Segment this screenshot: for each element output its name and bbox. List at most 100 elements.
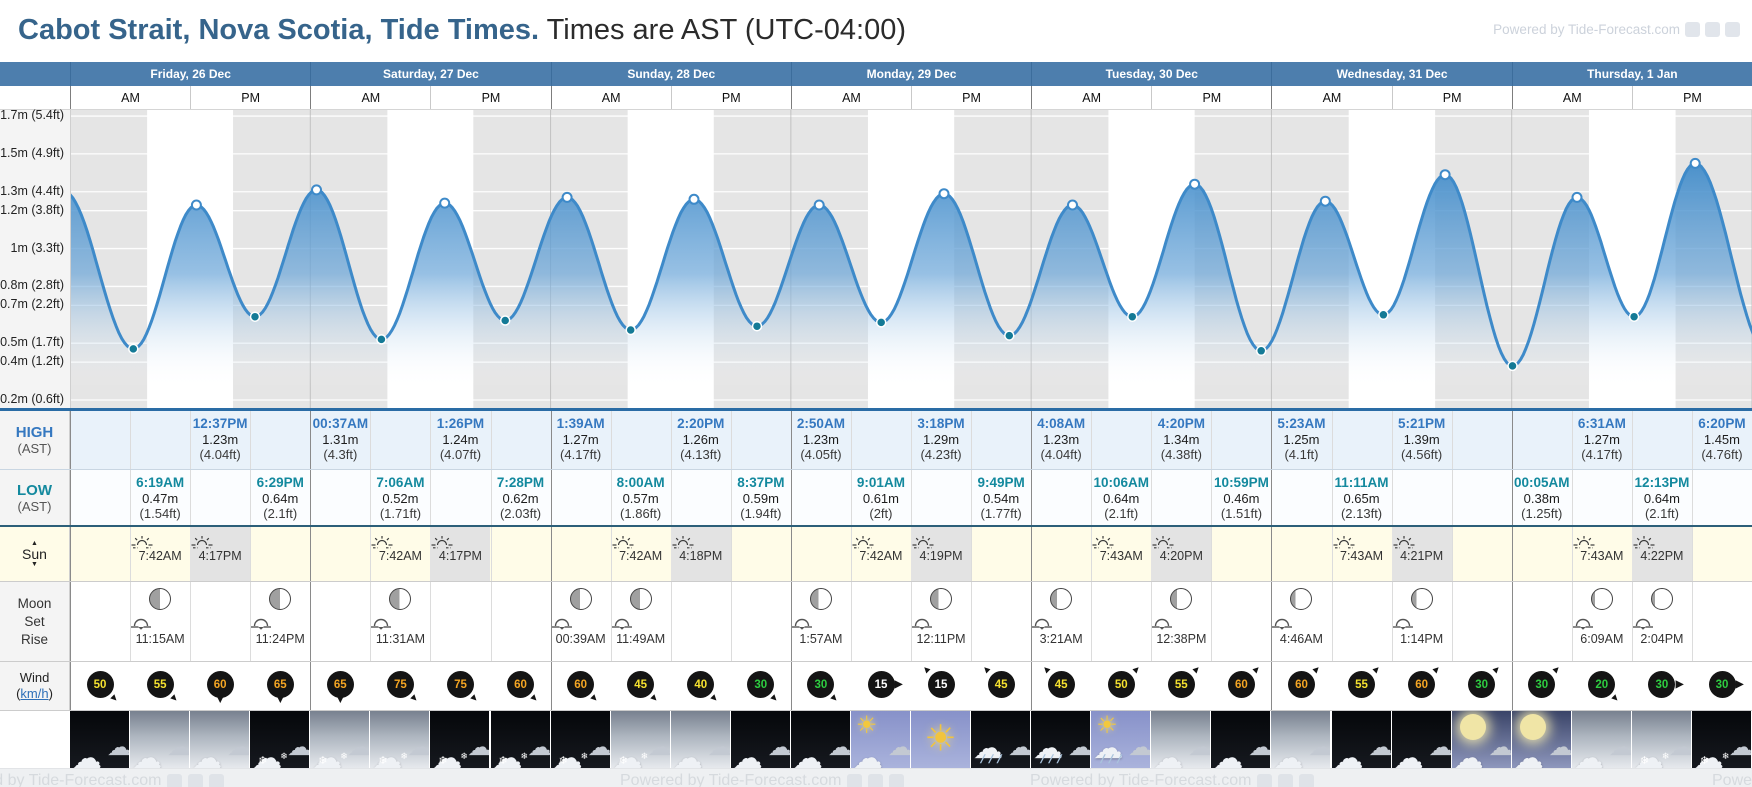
low-tide-cell: 11:11AM 0.65m (2.13ft) <box>1332 470 1392 521</box>
wind-direction-arrow-ne: ▲ <box>1549 662 1565 678</box>
low-tide-time: 10:59PM <box>1214 475 1269 490</box>
sunset-icon <box>430 534 490 549</box>
weather-icon-rain-night: ☁ ☁/// <box>971 711 1032 768</box>
grid-line <box>490 582 551 661</box>
high-tide-time: 6:31AM <box>1577 416 1626 431</box>
cloud-front-glyph: ☁ <box>372 742 403 768</box>
high-tide-height-ft: (4.04ft) <box>1040 447 1082 462</box>
low-tide-time: 8:37PM <box>737 475 785 490</box>
moon-event-time: 11:15AM <box>135 632 185 646</box>
grid-line <box>670 582 731 661</box>
high-tide-time: 5:23AM <box>1277 416 1326 431</box>
high-label: HIGH <box>15 424 54 441</box>
moon-row: Moon Set Rise 11:15AM 11:24PM 11:31AM 00:39… <box>0 581 1752 661</box>
snowflake-glyph: ❄ <box>1639 755 1650 767</box>
low-tide-cell: 12:13PM 0.64m (2.1ft) <box>1632 470 1692 521</box>
grid-line <box>1511 527 1572 581</box>
sunrise-time: 7:43AM <box>1340 549 1384 563</box>
rain-glyph: /// <box>978 752 1009 766</box>
cloud-back-glyph: ☁ <box>287 734 311 761</box>
pm-header: PM <box>190 86 310 109</box>
high-tide-height-m: 1.27m <box>1583 432 1620 447</box>
tide-curve-svg <box>63 110 1752 408</box>
low-tide-height-m: 0.64m <box>262 491 299 506</box>
grid-line <box>190 470 250 525</box>
wind-unit-link[interactable]: km/h <box>20 686 49 701</box>
high-tide-cell: 6:31AM 1.27m (4.17ft) <box>1572 411 1632 462</box>
day-header: Thursday, 1 Jan <box>1511 62 1752 86</box>
moon-event-cell: 6:09AM <box>1572 582 1632 661</box>
low-tide-height-ft: (1.71ft) <box>379 506 422 521</box>
high-tide-height-ft: (4.07ft) <box>439 447 482 462</box>
am-header: AM <box>1031 86 1151 109</box>
high-tide-cell: 3:18PM 1.29m (4.23ft) <box>911 411 971 462</box>
wind-badge: 50 ▲ <box>1107 662 1144 698</box>
cloud-back-glyph: ☁ <box>1548 734 1572 761</box>
cloud-back-glyph: ☁ <box>887 734 911 761</box>
moon-event-time: 11:49AM <box>616 632 666 646</box>
low-tide-cell: 10:59PM 0.46m (1.51ft) <box>1211 470 1271 521</box>
wind-direction-arrow-se: ▼ <box>106 691 122 707</box>
wind-badge: 30 ▲ <box>1468 662 1504 698</box>
wind-badge: 60 ▼ <box>507 671 542 706</box>
weather-row: ☁ ☁ ☁ ☁ ☁ ☁ ☁ ☁ ❄ ❄ ☁ ☁ ❄ ❄ ☁ ☁ ❄ ❄ ☁ ☁ ❄ ❄ ☁ ☁ ❄ ❄ ☁ ☁ ❄ ❄ ☁ ☁ ❄ ❄ ☁ ☁ ☁ ☁ ☁ ☁… <box>0 710 1752 768</box>
weather-icon-cloudy-day: ☁ ☁ <box>190 711 251 768</box>
sun-row-label: ▲ Sun ▼ <box>0 527 70 581</box>
cloud-back-glyph: ☁ <box>1368 734 1392 761</box>
snowflake-glyph: ❄ <box>580 751 589 761</box>
wind-row-label: Wind (km/h) <box>0 662 70 710</box>
sun-row: ▲ Sun ▼ 7:42AM 4:17PM 7:42AM 4:17PM 7:42AM 4:… <box>0 525 1752 581</box>
high-timezone-label: (AST) <box>17 441 52 456</box>
moonrise-set-icon <box>1031 616 1091 630</box>
wind-direction-arrow-se: ▼ <box>527 691 543 707</box>
grid-line <box>730 411 791 469</box>
weather-icon-snow-night: ☁ ☁ ❄ ❄ <box>490 711 551 768</box>
grid-line <box>670 470 731 525</box>
low-tide-cell: 6:19AM 0.47m (1.54ft) <box>130 470 190 521</box>
moon-phase-icon <box>629 588 652 610</box>
low-tide-row-label: LOW (AST) <box>0 470 70 525</box>
cloud-front-glyph: ☁ <box>1513 742 1544 768</box>
moon-phase-icon <box>269 588 292 610</box>
cloud-back-glyph: ☁ <box>767 734 791 761</box>
sunrise-arrow-icon: ▲ <box>31 540 38 547</box>
high-tide-height-m: 1.23m <box>202 432 239 447</box>
wind-direction-arrow-se: ▼ <box>767 691 783 707</box>
title-bar: Cabot Strait, Nova Scotia, Tide Times. T… <box>0 0 1752 62</box>
moonrise-set-icon <box>911 616 971 630</box>
axis-label-column <box>0 110 71 408</box>
cloud-front-glyph: ☁ <box>432 742 463 768</box>
am-header: AM <box>550 86 671 109</box>
moon-phase-icon <box>1590 588 1613 610</box>
low-tide-height-m: 0.62m <box>502 491 539 506</box>
sunset-time: 4:19PM <box>919 549 963 563</box>
sunrise-cell: 7:42AM <box>851 527 911 581</box>
y-axis-tick-label: 1.2m (3.8ft) <box>0 202 64 217</box>
powered-by-top: Powered by Tide-Forecast.com <box>1493 22 1740 37</box>
sunrise-icon <box>1091 534 1151 549</box>
high-tide-height-m: 1.39m <box>1403 432 1440 447</box>
moon-event-time: 1:14PM <box>1400 632 1444 646</box>
cloud-front-glyph: ☁ <box>612 742 643 768</box>
wind-direction-arrow-se: ▼ <box>587 691 603 707</box>
moon-event-time: 11:31AM <box>375 632 425 646</box>
high-tide-height-ft: (4.38ft) <box>1160 447 1202 462</box>
high-tide-cell: 2:50AM 1.23m (4.05ft) <box>791 411 851 462</box>
low-tide-time: 9:01AM <box>856 475 905 490</box>
moon-event-cell: 12:11PM <box>911 582 971 661</box>
wind-direction-arrow-se: ▼ <box>707 691 723 707</box>
cloud-back-glyph: ☁ <box>1008 734 1032 761</box>
moon-phase-icon <box>1290 588 1313 610</box>
high-tide-cell: 4:20PM 1.34m (4.38ft) <box>1151 411 1211 462</box>
sunset-time: 4:17PM <box>198 549 242 563</box>
cloud-front-glyph: ☁ <box>1153 742 1184 768</box>
wind-label: Wind <box>19 670 50 685</box>
weather-icon-cloudy-night: ☁ ☁ <box>790 711 851 768</box>
low-tide-height-m: 0.54m <box>983 491 1020 506</box>
low-tide-cell: 7:28PM 0.62m (2.03ft) <box>491 470 551 521</box>
moon-event-time: 4:46AM <box>1279 632 1323 646</box>
grid-line <box>1271 470 1331 525</box>
sun-glyph: ☀ <box>924 716 957 758</box>
wind-direction-arrow-ne: ▲ <box>1188 662 1204 678</box>
page-title-location: Cabot Strait, Nova Scotia, Tide Times. <box>18 14 540 46</box>
